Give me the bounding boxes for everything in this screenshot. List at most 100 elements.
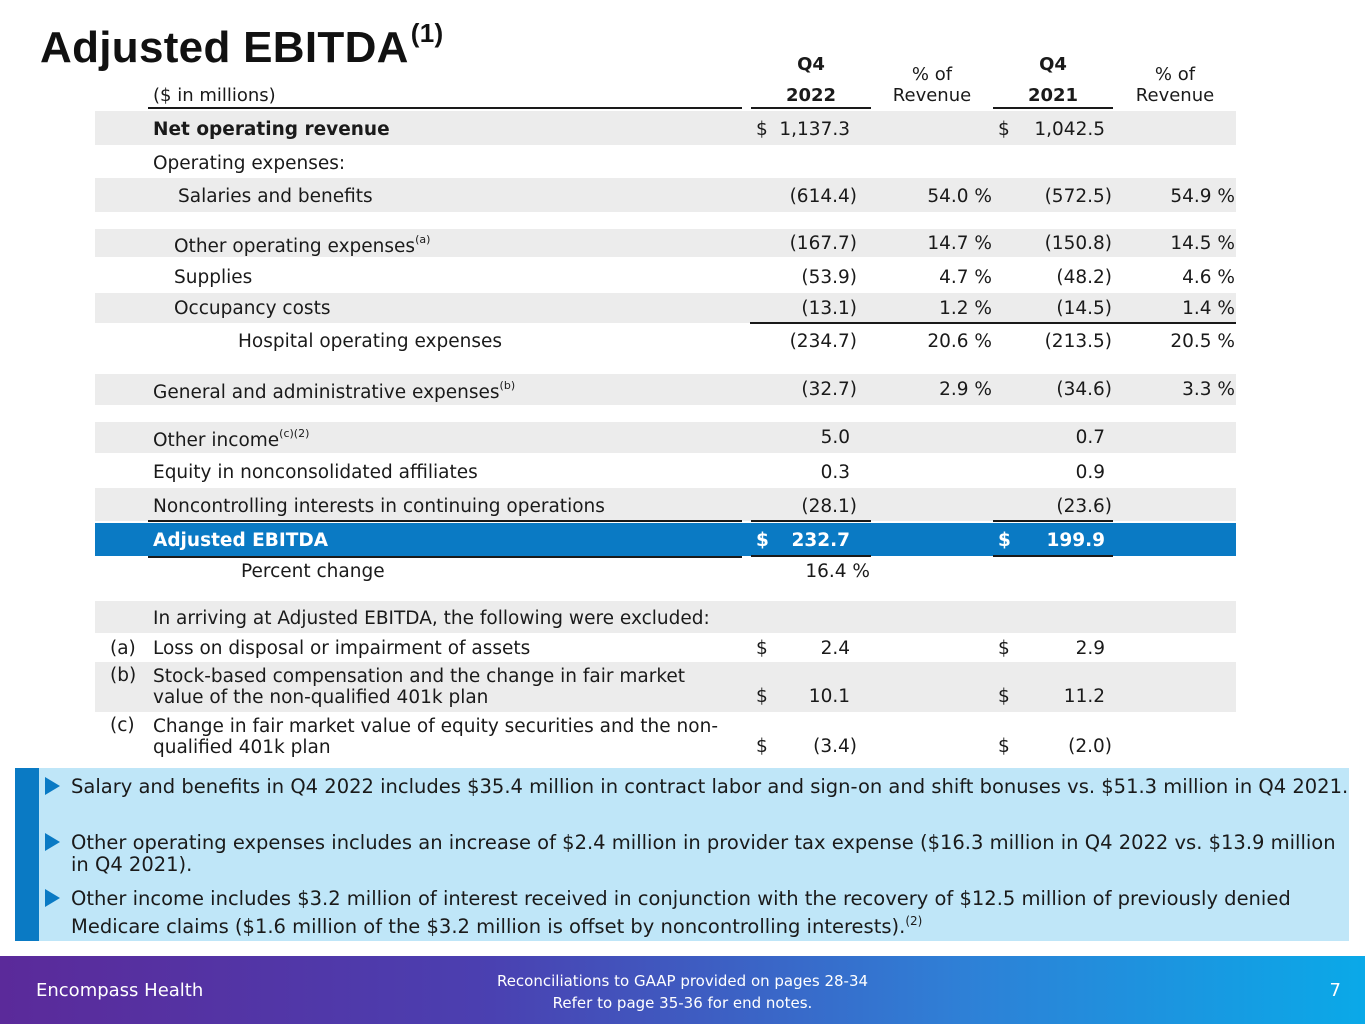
pct-2022: 14.7 % [927, 233, 992, 254]
pct-2021: 14.5 % [1170, 233, 1235, 254]
value-2021: (34.6) [1056, 379, 1112, 400]
value-2022: (167.7) [789, 233, 857, 254]
company-name: Encompass Health [36, 980, 204, 1001]
row-label: General and administrative expenses(b) [153, 379, 516, 403]
header-rule-label [148, 107, 742, 109]
dollar-sign: $ [756, 530, 769, 551]
footnote-marker: (c)(2) [279, 427, 310, 440]
dollar-sign: $ [998, 736, 1010, 757]
value-2021: (572.5) [1044, 186, 1112, 207]
dollar-sign: $ [756, 686, 768, 707]
row-label: Hospital operating expenses [238, 331, 503, 352]
page-number: 7 [1329, 980, 1341, 1001]
col-2022-year: 2022 [785, 85, 837, 106]
value-2022: (13.1) [801, 298, 857, 319]
row-label-line2: qualified 401k plan [153, 737, 331, 758]
footnote-marker: (a) [415, 233, 431, 246]
row-label-line2: value of the non-qualified 401k plan [153, 687, 489, 708]
row-label: Other operating expenses(a) [174, 233, 431, 257]
row-label: Loss on disposal or impairment of assets [153, 638, 531, 659]
row-excluded-header: In arriving at Adjusted EBITDA, the foll… [95, 601, 1236, 633]
page-title: Adjusted EBITDA(1) [40, 18, 444, 72]
dollar-sign: $ [998, 638, 1010, 659]
row-occupancy: Occupancy costs (13.1) 1.2 % (14.5) 1.4 … [95, 293, 1236, 323]
row-label: In arriving at Adjusted EBITDA, the foll… [153, 608, 710, 629]
footer-bar: Encompass Health Reconciliations to GAAP… [0, 956, 1365, 1024]
footnote-key: (b) [110, 665, 137, 686]
row-net-revenue: Net operating revenue $ 1,137.3 $ 1,042.… [95, 111, 1236, 145]
pct-2021: 4.6 % [1182, 267, 1235, 288]
dollar-sign: $ [998, 686, 1010, 707]
bullet-salary: Salary and benefits in Q4 2022 includes … [45, 776, 1351, 798]
row-label: Operating expenses: [153, 153, 346, 174]
dollar-sign: $ [756, 638, 768, 659]
value-2022: (3.4) [813, 736, 857, 757]
arrow-bullet-icon [45, 833, 60, 851]
row-other-opex: Other operating expenses(a) (167.7) 14.7… [95, 229, 1236, 257]
row-label: Stock-based compensation and the change … [153, 666, 753, 708]
row-label: Percent change [241, 561, 385, 582]
row-label: Adjusted EBITDA [153, 530, 329, 551]
header-rule-2021 [993, 107, 1113, 109]
row-label: Net operating revenue [153, 119, 390, 140]
row-salaries: Salaries and benefits (614.4) 54.0 % (57… [95, 178, 1236, 212]
row-other-income: Other income(c)(2) 5.0 0.7 [95, 422, 1236, 453]
nci-rule-2021 [993, 520, 1113, 522]
value-2022: 1,137.3 [779, 119, 850, 140]
value-2021: (213.5) [1044, 331, 1112, 352]
row-opex-header: Operating expenses: [95, 145, 1236, 178]
row-excluded-b: (b) Stock-based compensation and the cha… [95, 662, 1236, 712]
value-2021: 0.9 [1075, 462, 1105, 483]
pct-2022: 4.7 % [939, 267, 992, 288]
header-rule-2022 [751, 107, 871, 109]
footnote-marker: (2) [905, 914, 923, 928]
pct-2022: 54.0 % [927, 186, 992, 207]
total-double-rule [993, 555, 1113, 557]
bullet-other-opex: Other operating expenses includes an inc… [45, 831, 1351, 876]
arrow-bullet-icon [45, 889, 60, 907]
row-excluded-a: (a) Loss on disposal or impairment of as… [95, 633, 1236, 662]
row-supplies: Supplies (53.9) 4.7 % (48.2) 4.6 % [95, 262, 1236, 293]
row-hospital-opex: Hospital operating expenses (234.7) 20.6… [95, 325, 1236, 359]
pct-2021: 3.3 % [1182, 379, 1235, 400]
value-2021: 199.9 [1046, 530, 1105, 551]
row-label: Occupancy costs [174, 298, 331, 319]
pct-2021: 20.5 % [1170, 331, 1235, 352]
value-2022: 5.0 [820, 427, 850, 448]
nci-rule-2022 [751, 520, 871, 522]
row-equity-affiliates: Equity in nonconsolidated affiliates 0.3… [95, 455, 1236, 488]
dollar-sign: $ [756, 119, 768, 140]
pct-2021: 1.4 % [1182, 298, 1235, 319]
value-2021: 2.9 [1075, 638, 1105, 659]
bullet-text: Other operating expenses includes an inc… [71, 831, 1336, 876]
value-2022: 232.7 [791, 530, 850, 551]
units-label: ($ in millions) [153, 85, 276, 106]
pct-2021: 54.9 % [1170, 186, 1235, 207]
row-nci: Noncontrolling interests in continuing o… [95, 488, 1236, 521]
row-label: Noncontrolling interests in continuing o… [153, 496, 605, 517]
dollar-sign: $ [756, 736, 768, 757]
pct-change-value: 16.4 % [805, 561, 870, 582]
row-adjusted-ebitda: Adjusted EBITDA $ 232.7 $ 199.9 [95, 523, 1236, 556]
row-label: Salaries and benefits [178, 186, 373, 207]
row-excluded-c: (c) Change in fair market value of equit… [95, 712, 1236, 762]
value-2021: (150.8) [1044, 233, 1112, 254]
value-2021: (23.6) [1056, 496, 1112, 517]
value-2022: 2.4 [820, 638, 850, 659]
value-2021: (2.0) [1068, 736, 1112, 757]
value-2022: 0.3 [820, 462, 850, 483]
value-2021: 0.7 [1075, 427, 1105, 448]
highlights-box: Salary and benefits in Q4 2022 includes … [15, 768, 1349, 941]
value-2021: 1,042.5 [1034, 119, 1105, 140]
footnote-key: (a) [110, 638, 136, 659]
col-2021-pct-line2: Revenue [1135, 85, 1215, 106]
row-g-and-a: General and administrative expenses(b) (… [95, 374, 1236, 405]
bullet-other-income: Other income includes $3.2 million of in… [45, 888, 1351, 938]
dollar-sign: $ [998, 530, 1011, 551]
col-2022-quarter: Q4 [797, 54, 825, 75]
row-percent-change: Percent change 16.4 % [95, 558, 1236, 588]
subtotal-rule [750, 322, 1236, 324]
value-2022: (32.7) [801, 379, 857, 400]
pct-2022: 2.9 % [939, 379, 992, 400]
value-2021: 11.2 [1063, 686, 1105, 707]
